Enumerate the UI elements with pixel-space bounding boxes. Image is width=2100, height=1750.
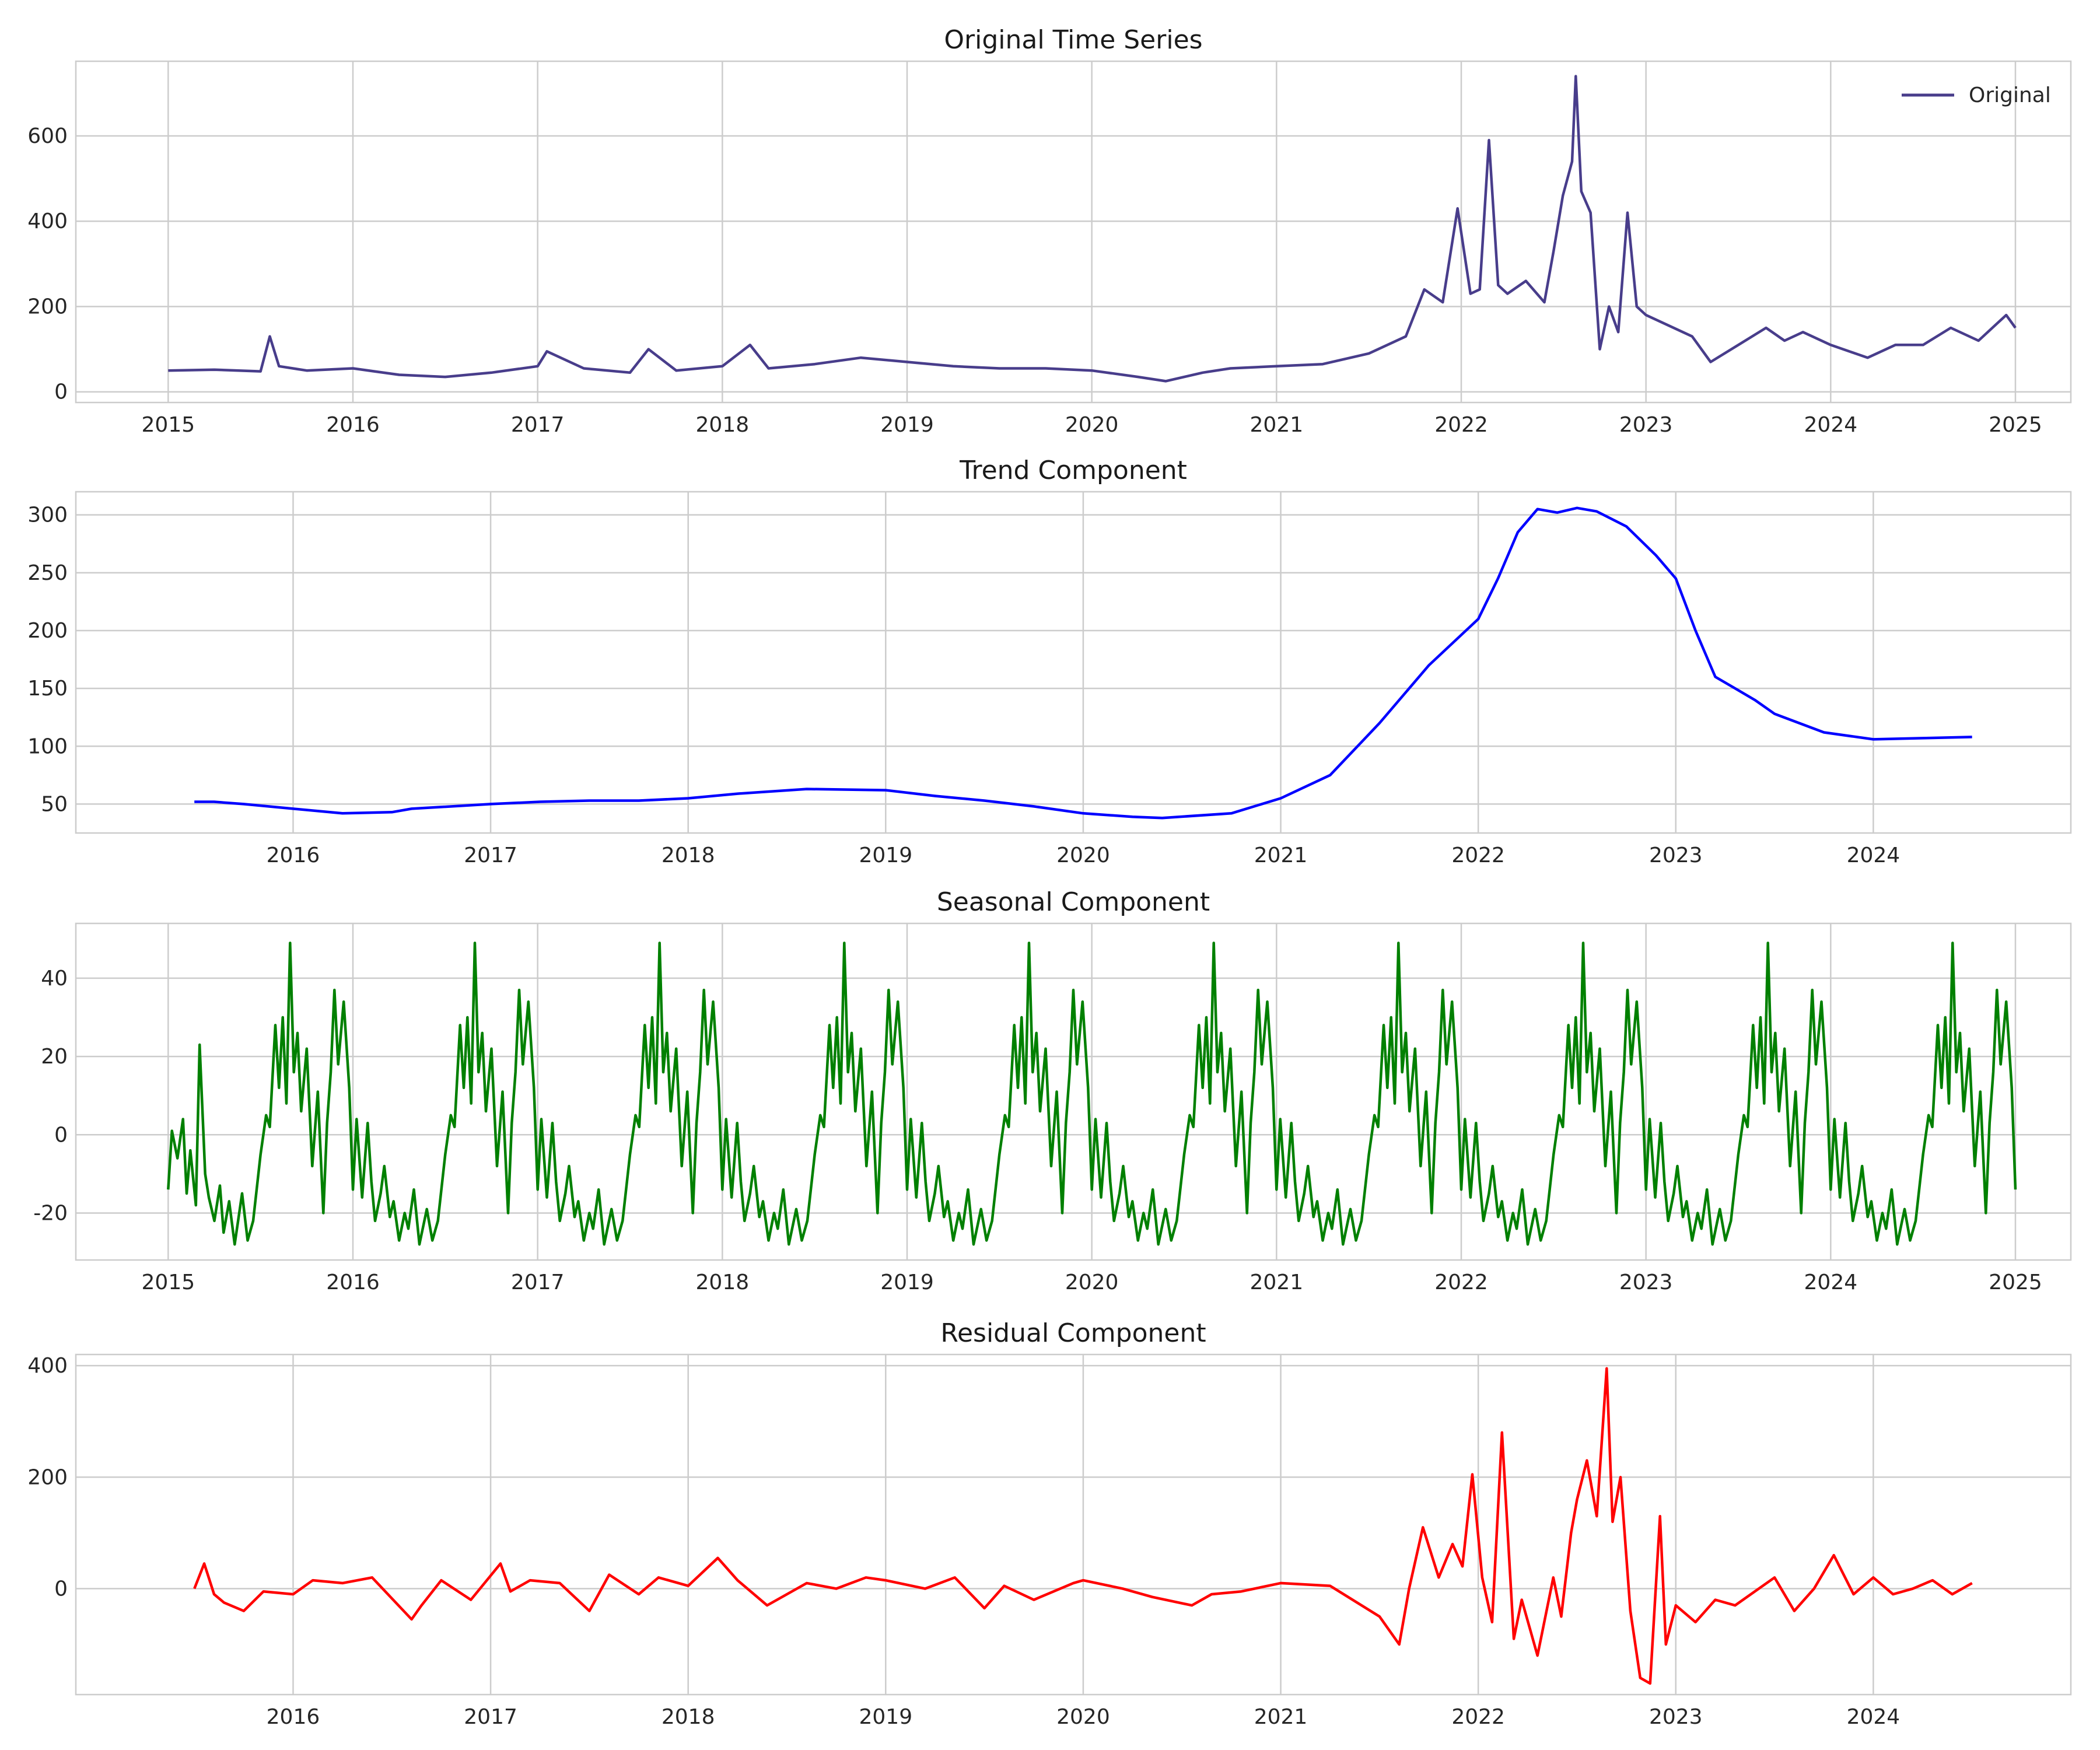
y-tick-label: 400 (27, 209, 68, 233)
series-line (168, 75, 2017, 383)
x-tick-label: 2025 (1989, 1270, 2042, 1294)
panel-2: Trend Component 2016 2017 2018 2019 2020 2021 2… (27, 456, 2072, 867)
x-tick-label: 2017 (511, 1270, 565, 1294)
panel-title: Residual Component (940, 1318, 1206, 1348)
y-tick-label: 200 (27, 619, 68, 643)
panel-4: Residual Component 2016 2017 2018 2019 2020 20… (27, 1318, 2072, 1729)
x-tick-label: 2025 (1989, 413, 2042, 437)
x-tick-label: 2017 (464, 844, 517, 867)
x-tick-label: 2017 (511, 413, 565, 437)
x-tick-label: 2023 (1619, 413, 1673, 437)
x-tick-label: 2022 (1451, 844, 1505, 867)
x-tick-label: 2020 (1065, 1270, 1119, 1294)
x-tick-label: 2019 (859, 844, 913, 867)
x-tick-label: 2015 (142, 1270, 195, 1294)
x-tick-label: 2019 (880, 1270, 934, 1294)
x-tick-label: 2023 (1649, 844, 1703, 867)
panel-3: Seasonal Component 2015 2016 2017 2018 2019 20… (33, 887, 2072, 1294)
panel-title: Seasonal Component (937, 887, 1210, 917)
x-tick-label: 2016 (326, 1270, 380, 1294)
axes-frame (75, 922, 2072, 1261)
series-line (194, 506, 1972, 820)
axes-frame (75, 1353, 2072, 1696)
x-tick-label: 2016 (267, 844, 320, 867)
x-tick-label: 2016 (267, 1705, 320, 1729)
x-tick-label: 2021 (1250, 413, 1304, 437)
x-tick-label: 2024 (1847, 1705, 1901, 1729)
x-tick-label: 2015 (142, 413, 195, 437)
axes-frame (75, 60, 2072, 404)
y-tick-label: 40 (41, 967, 68, 991)
x-tick-label: 2020 (1056, 1705, 1110, 1729)
axes-frame (75, 491, 2072, 834)
x-tick-label: 2021 (1254, 844, 1308, 867)
x-tick-label: 2016 (326, 413, 380, 437)
x-tick-label: 2021 (1250, 1270, 1304, 1294)
x-tick-label: 2019 (880, 413, 934, 437)
y-tick-label: 100 (27, 734, 68, 758)
x-tick-label: 2021 (1254, 1705, 1308, 1729)
y-tick-label: 50 (41, 792, 68, 816)
panel-title: Trend Component (959, 456, 1187, 485)
y-tick-label: 0 (54, 1123, 68, 1147)
x-tick-label: 2024 (1847, 844, 1901, 867)
y-tick-label: 300 (27, 503, 68, 527)
x-tick-label: 2020 (1065, 413, 1119, 437)
y-tick-label: 400 (27, 1354, 68, 1378)
x-tick-label: 2017 (464, 1705, 517, 1729)
x-tick-label: 2018 (662, 844, 715, 867)
x-tick-label: 2023 (1619, 1270, 1673, 1294)
x-tick-label: 2018 (696, 1270, 750, 1294)
x-tick-label: 2022 (1451, 1705, 1505, 1729)
x-tick-label: 2024 (1804, 1270, 1858, 1294)
legend-label: Original (1969, 83, 2051, 107)
y-tick-label: 150 (27, 677, 68, 701)
y-tick-label: 600 (27, 124, 68, 148)
x-tick-label: 2024 (1804, 413, 1858, 437)
y-tick-label: -20 (33, 1201, 68, 1225)
x-tick-label: 2022 (1434, 413, 1488, 437)
y-tick-label: 250 (27, 561, 68, 585)
x-tick-label: 2023 (1649, 1705, 1703, 1729)
y-tick-label: 0 (54, 1577, 68, 1601)
x-tick-label: 2020 (1056, 844, 1110, 867)
y-tick-label: 200 (27, 1465, 68, 1489)
panel-title: Original Time Series (944, 25, 1202, 55)
series-line (193, 1367, 1973, 1685)
panel-1: Original Time Series 2015 2016 2017 2018 2019… (27, 25, 2072, 437)
x-tick-label: 2018 (662, 1705, 715, 1729)
x-tick-label: 2019 (859, 1705, 913, 1729)
series-line (167, 942, 2017, 1246)
y-tick-label: 0 (54, 380, 68, 404)
y-tick-label: 200 (27, 295, 68, 318)
y-tick-label: 20 (41, 1045, 68, 1069)
x-tick-label: 2018 (696, 413, 750, 437)
x-tick-label: 2022 (1434, 1270, 1488, 1294)
